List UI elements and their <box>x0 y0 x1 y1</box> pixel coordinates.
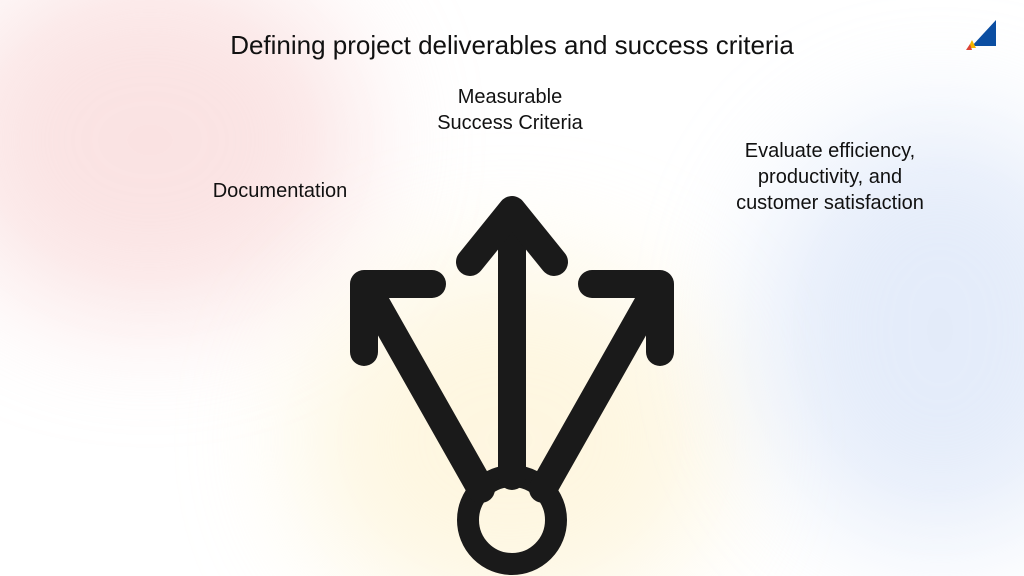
three-arrows-icon <box>302 180 722 576</box>
page-title: Defining project deliverables and succes… <box>0 30 1024 61</box>
brand-logo-icon <box>964 14 1004 54</box>
label-evaluate: Evaluate efficiency,productivity, andcus… <box>700 138 960 216</box>
label-measurable: MeasurableSuccess Criteria <box>390 84 630 136</box>
